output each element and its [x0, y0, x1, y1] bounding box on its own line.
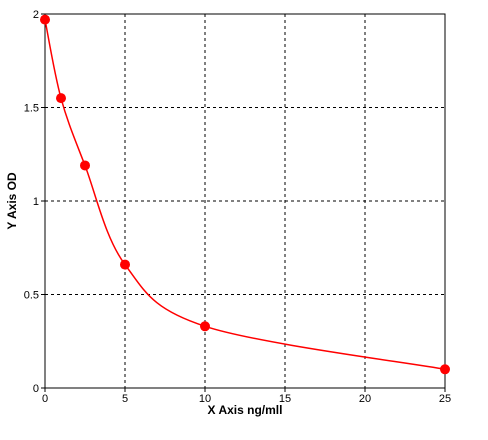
y-axis-label: Y Axis OD — [5, 172, 19, 230]
y-tick-label: 0 — [33, 383, 39, 395]
data-point — [440, 364, 450, 375]
y-tick-label: 2 — [33, 9, 39, 21]
data-point — [200, 321, 210, 332]
x-tick-label: 0 — [42, 393, 48, 405]
x-tick-label: 10 — [199, 393, 211, 405]
data-point — [80, 160, 90, 171]
x-tick-label: 15 — [279, 393, 291, 405]
x-tick-label: 20 — [359, 393, 371, 405]
x-tick-label: 5 — [122, 393, 128, 405]
x-tick-label: 25 — [439, 393, 451, 405]
data-point — [120, 259, 130, 270]
data-point — [56, 93, 66, 104]
y-tick-label: 1 — [33, 196, 39, 208]
y-tick-label: 1.5 — [24, 103, 39, 115]
plot-border — [44, 13, 446, 389]
y-tick-label: 0.5 — [24, 290, 39, 302]
x-axis-label: X Axis ng/mll — [208, 403, 283, 417]
data-point — [40, 14, 50, 25]
